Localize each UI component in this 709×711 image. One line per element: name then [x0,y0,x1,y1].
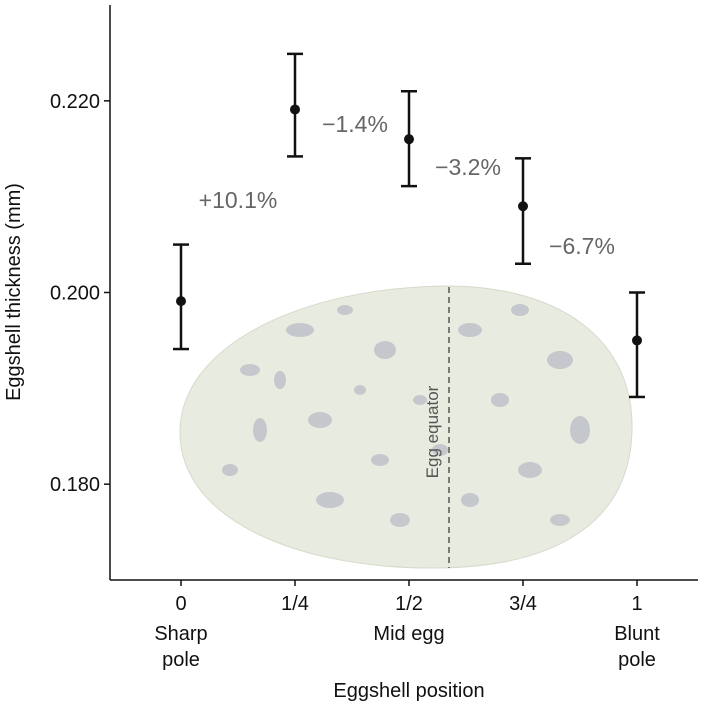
point [404,134,414,145]
x-sublabel: pole [618,649,656,671]
y-tick-label: 0.200 [50,283,100,305]
point [176,296,186,307]
x-axis-title: Eggshell position [333,680,484,702]
x-tick-label: 3/4 [509,593,537,615]
egg-speckles [222,304,590,527]
y-axis-title: Eggshell thickness (mm) [3,183,25,401]
x-sublabel: Sharp [154,623,207,645]
point [290,104,300,115]
change-annotation: +10.1% [199,187,278,213]
egg-illustration: Egg equator [179,285,633,569]
change-annotation: −6.7% [549,233,615,259]
equator-label: Egg equator [423,385,442,478]
change-annotation: −1.4% [322,111,388,137]
x-tick-label: 1 [631,593,642,615]
y-tick-label: 0.220 [50,91,100,113]
point [518,201,528,212]
x-sublabel: Mid egg [373,623,444,645]
x-tick-label: 1/2 [395,593,423,615]
egg [179,285,633,569]
change-annotation: −3.2% [435,154,501,180]
x-tick-label: 1/4 [281,593,309,615]
point [632,335,642,346]
y-tick-label: 0.180 [50,474,100,496]
x-sublabel: Blunt [614,623,660,645]
x-sublabel: pole [162,649,200,671]
x-tick-label: 0 [175,593,186,615]
